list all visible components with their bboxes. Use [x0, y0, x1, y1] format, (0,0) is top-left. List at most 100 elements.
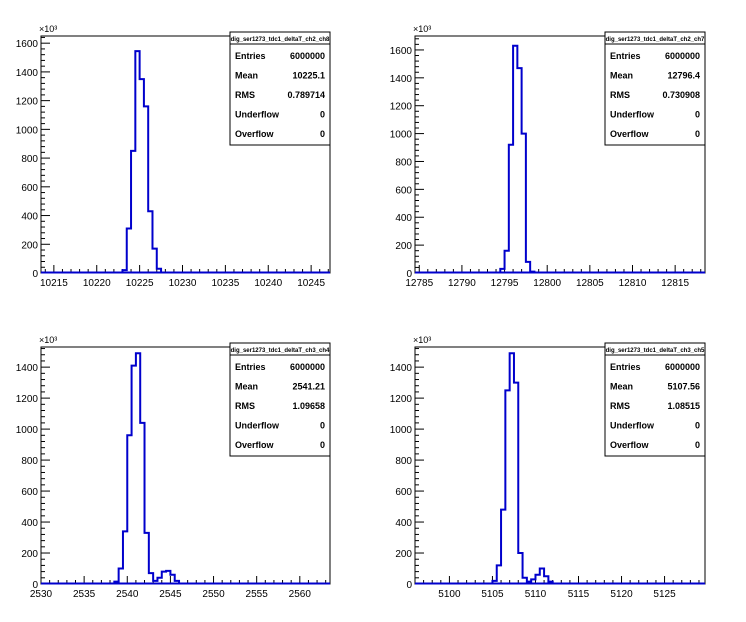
y-axis-multiplier: ×10³	[39, 24, 57, 34]
stats-value: 0.789714	[287, 90, 325, 100]
stats-title: dig_ser1273_tdc1_deltaT_ch2_ch7	[606, 37, 705, 43]
stats-label: Mean	[235, 71, 258, 81]
y-tick-label: 1000	[16, 425, 39, 436]
stats-value: 0	[320, 421, 325, 431]
stats-label: Mean	[610, 382, 633, 392]
stats-box: dig_ser1273_tdc1_deltaT_ch3_ch4 Entries 60…	[229, 342, 331, 457]
y-tick-label: 1600	[16, 39, 39, 50]
x-tick-label: 12785	[405, 278, 433, 289]
x-tick-label: 5125	[653, 589, 676, 600]
stats-box-frame	[229, 342, 331, 457]
stats-label: Underflow	[235, 421, 280, 431]
x-tick-label: 5110	[525, 589, 547, 600]
stats-label: Entries	[610, 51, 641, 61]
stats-value: 10225.1	[292, 71, 325, 81]
stats-label: Mean	[610, 71, 633, 81]
x-tick-label: 12815	[661, 278, 689, 289]
y-tick-label: 1000	[390, 130, 413, 141]
stats-value: 6000000	[290, 362, 325, 372]
x-tick-label: 2540	[116, 589, 139, 600]
stats-value: 5107.56	[667, 382, 700, 392]
y-axis-multiplier: ×10³	[413, 335, 431, 345]
stats-value: 6000000	[665, 51, 700, 61]
stats-label: Overflow	[235, 440, 275, 450]
y-tick-label: 1400	[390, 74, 413, 85]
y-tick-label: 1200	[16, 97, 39, 108]
stats-value: 1.09658	[292, 401, 325, 411]
x-tick-label: 10225	[126, 278, 154, 289]
y-tick-label: 1400	[16, 363, 39, 374]
stats-label: RMS	[610, 401, 630, 411]
stats-value: 2541.21	[292, 382, 325, 392]
stats-value: 0	[320, 440, 325, 450]
stats-box-frame	[604, 31, 706, 146]
y-tick-label: 600	[21, 487, 38, 498]
x-tick-label: 12795	[491, 278, 519, 289]
y-tick-label: 1000	[16, 125, 39, 136]
x-tick-label: 10220	[83, 278, 111, 289]
y-tick-label: 0	[32, 269, 38, 280]
y-tick-label: 200	[21, 240, 38, 251]
x-tick-label: 5120	[610, 589, 633, 600]
y-tick-label: 600	[21, 183, 38, 194]
histogram-panel-3: 2530 2535 2540 2545 2550 2555 2560 0 200 400 600 80…	[16, 335, 331, 600]
y-tick-label: 0	[406, 269, 412, 280]
stats-box: dig_ser1273_tdc1_deltaT_ch3_ch5 Entries 60…	[604, 342, 706, 457]
stats-value: 0	[695, 421, 700, 431]
x-tick-label: 10235	[211, 278, 239, 289]
histogram-series	[121, 50, 163, 273]
x-tick-label: 2545	[159, 589, 182, 600]
stats-value: 0	[695, 440, 700, 450]
y-axis-multiplier: ×10³	[39, 335, 57, 345]
y-tick-label: 400	[395, 518, 412, 529]
x-tick-label: 5115	[568, 589, 590, 600]
y-tick-label: 1200	[390, 394, 413, 405]
stats-label: Overflow	[610, 440, 650, 450]
x-tick-label: 2555	[246, 589, 269, 600]
x-tick-label: 2550	[202, 589, 225, 600]
y-tick-label: 1200	[16, 394, 39, 405]
y-tick-label: 1400	[16, 68, 39, 79]
y-tick-label: 200	[395, 549, 412, 560]
stats-label: Mean	[235, 382, 258, 392]
histogram-panel-4: 5100 5105 5110 5115 5120 5125 0 200 400 600 800 100…	[390, 335, 706, 600]
stats-label: Entries	[235, 51, 266, 61]
stats-label: Underflow	[610, 421, 655, 431]
x-tick-label: 2535	[73, 589, 96, 600]
stats-label: Entries	[235, 362, 266, 372]
stats-value: 0	[320, 110, 325, 120]
y-tick-label: 600	[395, 185, 412, 196]
histogram-series	[491, 352, 554, 584]
y-tick-label: 800	[21, 456, 38, 467]
stats-label: Underflow	[610, 110, 655, 120]
stats-title: dig_ser1273_tdc1_deltaT_ch3_ch5	[606, 348, 705, 354]
stats-box: dig_ser1273_tdc1_deltaT_ch2_ch8 Entries 60…	[229, 31, 331, 146]
y-axis-multiplier: ×10³	[413, 24, 431, 34]
y-tick-label: 200	[21, 549, 38, 560]
x-tick-label: 10240	[254, 278, 282, 289]
stats-value: 6000000	[665, 362, 700, 372]
histogram-series	[499, 44, 536, 273]
stats-label: RMS	[610, 90, 630, 100]
y-tick-label: 400	[21, 518, 38, 529]
x-tick-label: 10245	[297, 278, 325, 289]
stats-title: dig_ser1273_tdc1_deltaT_ch3_ch4	[231, 348, 330, 354]
stats-label: Overflow	[235, 129, 275, 139]
stats-value: 0	[695, 129, 700, 139]
y-tick-label: 800	[21, 154, 38, 165]
x-tick-label: 12810	[619, 278, 647, 289]
x-tick-label: 10215	[40, 278, 68, 289]
y-tick-label: 400	[21, 212, 38, 223]
stats-box: dig_ser1273_tdc1_deltaT_ch2_ch7 Entries 60…	[604, 31, 706, 146]
x-tick-label: 2530	[30, 589, 53, 600]
y-tick-label: 800	[395, 456, 412, 467]
stats-box-frame	[604, 342, 706, 457]
x-tick-label: 10230	[169, 278, 197, 289]
stats-value: 12796.4	[667, 71, 700, 81]
x-tick-label: 2560	[289, 589, 312, 600]
y-tick-label: 800	[395, 157, 412, 168]
stats-label: RMS	[235, 90, 255, 100]
y-tick-label: 1200	[390, 102, 413, 113]
stats-value: 0.730908	[662, 90, 700, 100]
y-tick-label: 400	[395, 213, 412, 224]
